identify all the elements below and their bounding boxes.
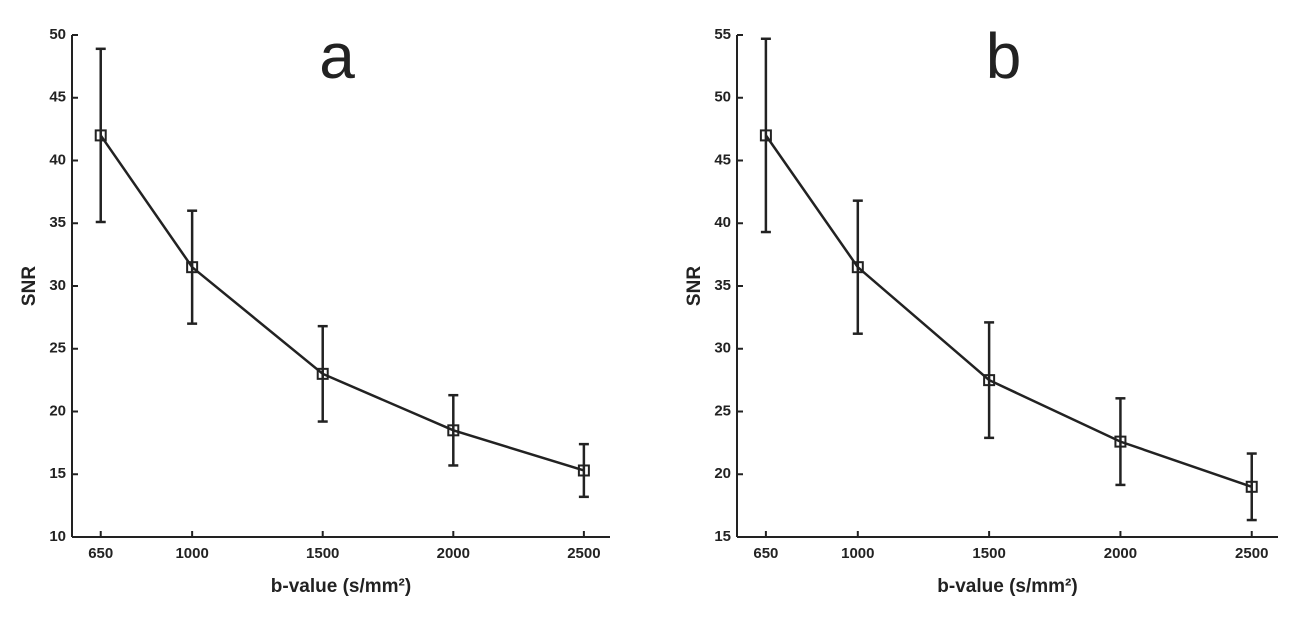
y-tick-label: 35 [49,214,66,231]
marker [1245,480,1258,493]
marker [186,261,199,274]
error-bar [1115,397,1126,487]
y-axis-label: SNR [684,266,705,306]
error-bar [448,393,459,467]
y-tick-label: 10 [49,528,66,545]
marker [1114,435,1127,448]
x-tick-label: 1000 [841,545,874,562]
y-axis-label: SNR [19,266,40,306]
x-tick-label: 1000 [175,545,208,562]
x-axis-label: b-value (s/mm²) [937,576,1077,597]
y-tick-label: 40 [714,214,731,231]
error-bar [95,47,106,224]
error-bar [578,442,589,499]
y-tick-label: 45 [714,151,731,168]
error-bar [317,324,328,423]
error-bar [1246,452,1257,522]
y-tick-label: 35 [714,277,731,294]
x-tick-label: 2500 [1235,545,1268,562]
x-tick-label: 2000 [437,545,470,562]
x-tick-label: 2000 [1104,545,1137,562]
y-tick-label: 50 [714,89,731,106]
y-tick-label: 25 [714,402,731,419]
marker [983,374,996,387]
x-axis-label: b-value (s/mm²) [271,576,411,597]
error-bar [187,209,198,325]
y-tick-label: 30 [714,340,731,357]
y-tick-label: 15 [714,528,731,545]
marker [577,464,590,477]
x-tick-label: 650 [753,545,778,562]
error-bar [852,199,863,335]
y-tick-label: 20 [714,465,731,482]
marker [851,261,864,274]
error-bar [984,321,995,440]
y-tick-label: 40 [49,151,66,168]
series-line [99,134,585,472]
marker [447,424,460,437]
chart-title: b [986,20,1022,92]
x-tick-label: 1500 [306,545,339,562]
y-tick-label: 20 [49,402,66,419]
x-tick-label: 1500 [972,545,1005,562]
error-bar [760,37,771,234]
y-tick-label: 15 [49,465,66,482]
y-tick-label: 45 [49,89,66,106]
series-line [764,134,1253,488]
y-tick-label: 50 [49,26,66,43]
marker [316,367,329,380]
chart-title: a [319,20,355,92]
y-tick-label: 55 [714,26,731,43]
y-tick-label: 25 [49,340,66,357]
marker [759,129,772,142]
y-tick-label: 30 [49,277,66,294]
x-tick-label: 650 [88,545,113,562]
marker [94,129,107,142]
x-tick-label: 2500 [567,545,600,562]
